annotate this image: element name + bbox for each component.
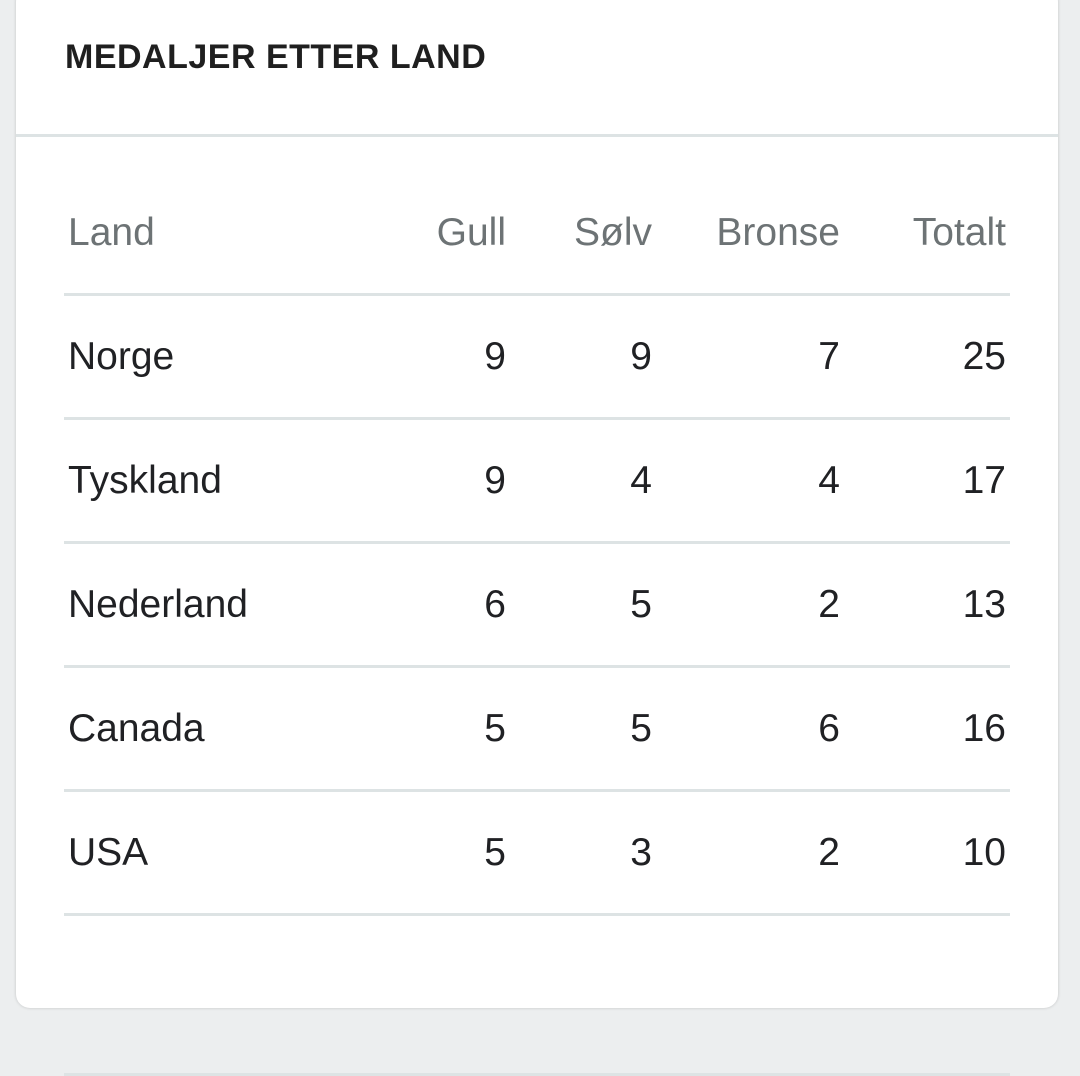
silver-count: 3 [630, 830, 652, 874]
table-header-row: Land Gull Sølv Bronse Totalt [64, 172, 1010, 296]
column-header-land: Land [68, 210, 155, 254]
bronze-count: 7 [818, 334, 840, 378]
card-header: MEDALJER ETTER LAND [16, 0, 1058, 137]
column-header-solv: Sølv [574, 210, 652, 254]
bronze-count: 2 [818, 582, 840, 626]
total-count: 10 [962, 830, 1006, 874]
gold-count: 9 [484, 334, 506, 378]
medal-table-card: MEDALJER ETTER LAND Land Gull Sølv Brons… [16, 0, 1058, 1076]
bronze-count: 2 [818, 830, 840, 874]
total-count: 13 [962, 582, 1006, 626]
total-count: 17 [962, 458, 1006, 502]
country-name: Norge [68, 334, 175, 378]
total-count: 16 [962, 706, 1006, 750]
gold-count: 9 [484, 458, 506, 502]
gold-count: 5 [484, 830, 506, 874]
table-row[interactable]: Nederland 6 5 2 13 [64, 544, 1010, 668]
gold-count: 5 [484, 706, 506, 750]
medal-table: Land Gull Sølv Bronse Totalt Norge 9 9 7… [64, 172, 1010, 1076]
bronze-count: 6 [818, 706, 840, 750]
country-name: Nederland [68, 582, 248, 626]
table-footer-divider [64, 916, 1010, 1076]
country-name: USA [68, 830, 149, 874]
table-row[interactable]: USA 5 3 2 10 [64, 792, 1010, 916]
card-title: MEDALJER ETTER LAND [65, 38, 487, 76]
table-row[interactable]: Canada 5 5 6 16 [64, 668, 1010, 792]
column-header-gull: Gull [436, 210, 506, 254]
column-header-bronse: Bronse [716, 210, 840, 254]
silver-count: 5 [630, 582, 652, 626]
column-header-totalt: Totalt [912, 210, 1006, 254]
table-row[interactable]: Tyskland 9 4 4 17 [64, 420, 1010, 544]
silver-count: 9 [630, 334, 652, 378]
country-name: Tyskland [68, 458, 222, 502]
bronze-count: 4 [818, 458, 840, 502]
table-row[interactable]: Norge 9 9 7 25 [64, 296, 1010, 420]
country-name: Canada [68, 706, 205, 750]
gold-count: 6 [484, 582, 506, 626]
silver-count: 4 [630, 458, 652, 502]
silver-count: 5 [630, 706, 652, 750]
total-count: 25 [962, 334, 1006, 378]
